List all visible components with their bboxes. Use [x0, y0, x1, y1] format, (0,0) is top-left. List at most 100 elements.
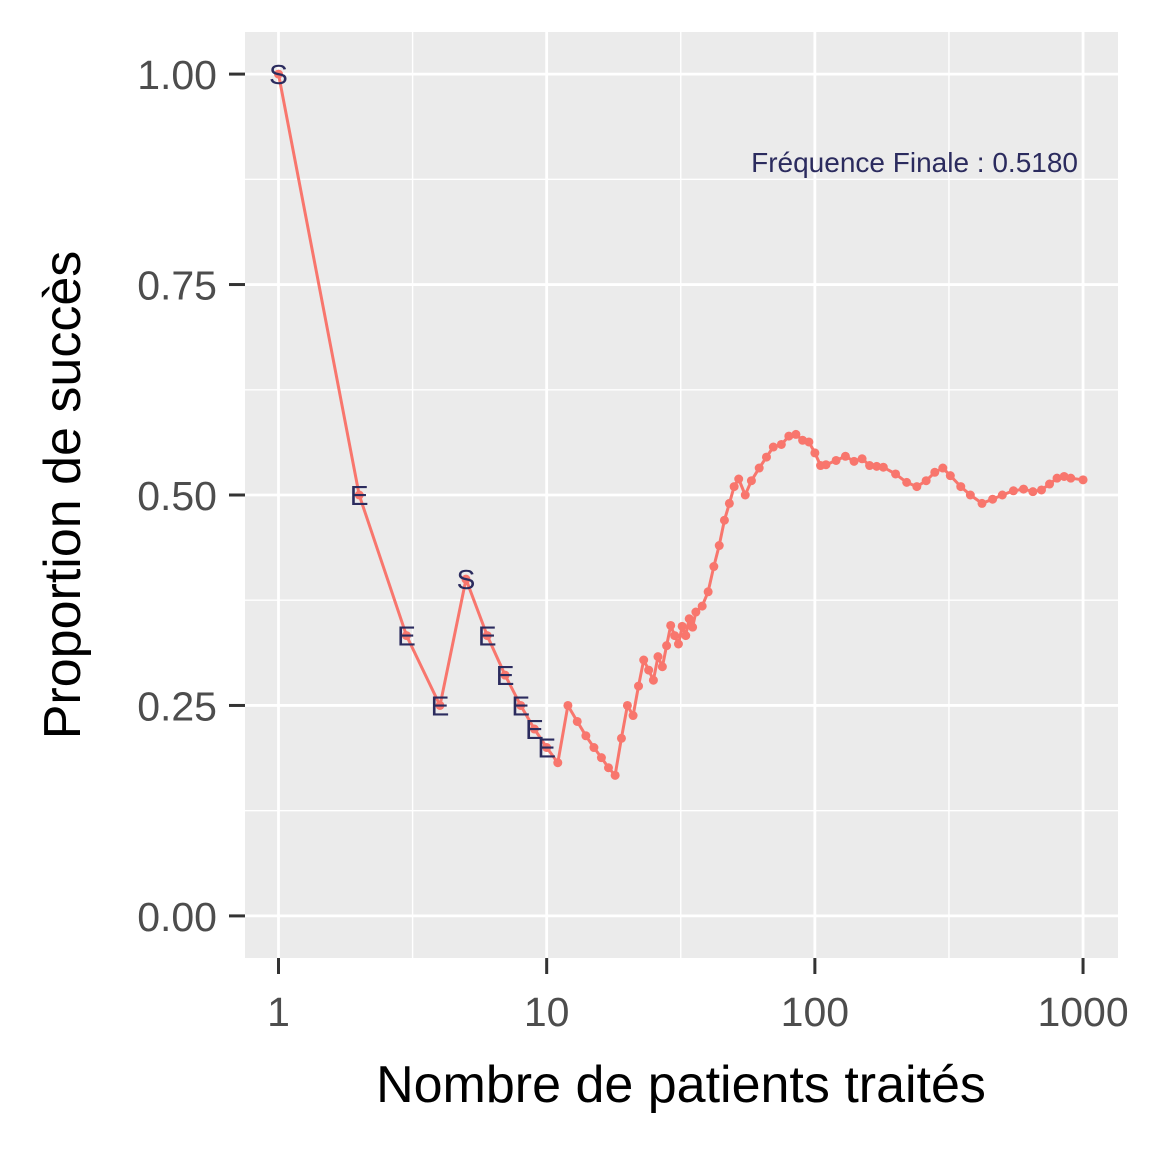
data-point [945, 471, 955, 481]
data-point [977, 498, 987, 508]
data-point [622, 700, 632, 710]
y-tick-label: 0.75 [137, 263, 217, 309]
series-layer [274, 69, 1088, 780]
data-point [831, 455, 841, 465]
data-point [1052, 473, 1062, 483]
y-axis: 0.00 0.25 0.50 0.75 1.00 [137, 52, 245, 940]
data-point [938, 463, 948, 473]
data-point [616, 733, 626, 743]
y-axis-title: Proportion de succès [34, 251, 92, 740]
x-axis-title: Nombre de patients traités [376, 1056, 986, 1114]
data-point [956, 482, 966, 492]
data-point [746, 476, 756, 486]
data-point [553, 758, 563, 768]
data-point [872, 461, 882, 471]
data-point [435, 700, 445, 710]
data-point [810, 448, 820, 458]
y-tick-label: 0.00 [137, 894, 217, 940]
data-point [697, 601, 707, 611]
data-point [461, 574, 471, 584]
data-point [354, 490, 364, 500]
data-point [1019, 484, 1029, 494]
data-point [572, 716, 582, 726]
point-label: E [511, 690, 530, 721]
point-label: E [350, 480, 369, 511]
data-point [628, 711, 638, 721]
data-point [734, 474, 744, 484]
data-point [1037, 485, 1047, 495]
data-point [589, 743, 599, 753]
data-point [804, 437, 814, 447]
data-point [657, 662, 667, 672]
data-point [603, 763, 613, 773]
data-point [681, 631, 691, 641]
data-point [791, 429, 801, 439]
x-axis: 1 10 100 1000 [267, 958, 1129, 1035]
data-point [740, 490, 750, 500]
data-point [516, 700, 526, 710]
data-point [840, 451, 850, 461]
data-point [965, 490, 975, 500]
point-label: E [397, 621, 416, 652]
data-point [639, 655, 649, 665]
y-tick-label: 0.50 [137, 473, 217, 519]
data-point [673, 639, 683, 649]
x-tick-label: 10 [524, 989, 570, 1035]
data-point [482, 631, 492, 641]
data-point [714, 541, 724, 551]
data-point [930, 467, 940, 477]
data-point [666, 620, 676, 630]
data-point [401, 631, 411, 641]
data-point [761, 452, 771, 462]
data-point [921, 476, 931, 486]
data-point [662, 641, 672, 651]
data-point [688, 622, 698, 632]
data-point [691, 607, 701, 617]
x-tick-label: 100 [781, 989, 849, 1035]
data-point [724, 498, 734, 508]
point-label: E [431, 690, 450, 721]
data-point [670, 631, 680, 641]
data-point [729, 482, 739, 492]
data-point [1066, 473, 1076, 483]
data-point [878, 462, 888, 472]
data-point [857, 454, 867, 464]
data-point [542, 743, 552, 753]
data-point [1008, 486, 1018, 496]
data-point [784, 431, 794, 441]
data-point [529, 724, 539, 734]
data-point [912, 482, 922, 492]
data-point [581, 731, 591, 741]
data-point [500, 670, 510, 680]
data-point [776, 439, 786, 449]
data-point [703, 587, 713, 597]
x-tick-label: 1 [267, 989, 290, 1035]
x-tick-label: 1000 [1037, 989, 1128, 1035]
data-point [563, 700, 573, 710]
y-tick-label: 1.00 [137, 52, 217, 98]
data-point [1045, 479, 1055, 489]
point-label: S [269, 59, 288, 90]
data-point [274, 69, 284, 79]
data-point [997, 490, 1007, 500]
data-point [648, 675, 658, 685]
data-point [1078, 475, 1088, 485]
point-label: S [457, 564, 476, 595]
point-label: E [525, 714, 544, 745]
data-point [610, 770, 620, 780]
data-point [596, 753, 606, 763]
data-point [653, 652, 663, 662]
data-point [891, 469, 901, 479]
point-label: E [496, 660, 515, 691]
data-point [709, 562, 719, 572]
data-point [768, 442, 778, 452]
data-point [1028, 487, 1038, 497]
data-point [902, 477, 912, 487]
point-label: E [537, 733, 556, 764]
data-point [754, 463, 764, 473]
data-point [684, 614, 694, 624]
data-point [988, 494, 998, 504]
data-point [849, 456, 859, 466]
point-label: E [478, 621, 497, 652]
